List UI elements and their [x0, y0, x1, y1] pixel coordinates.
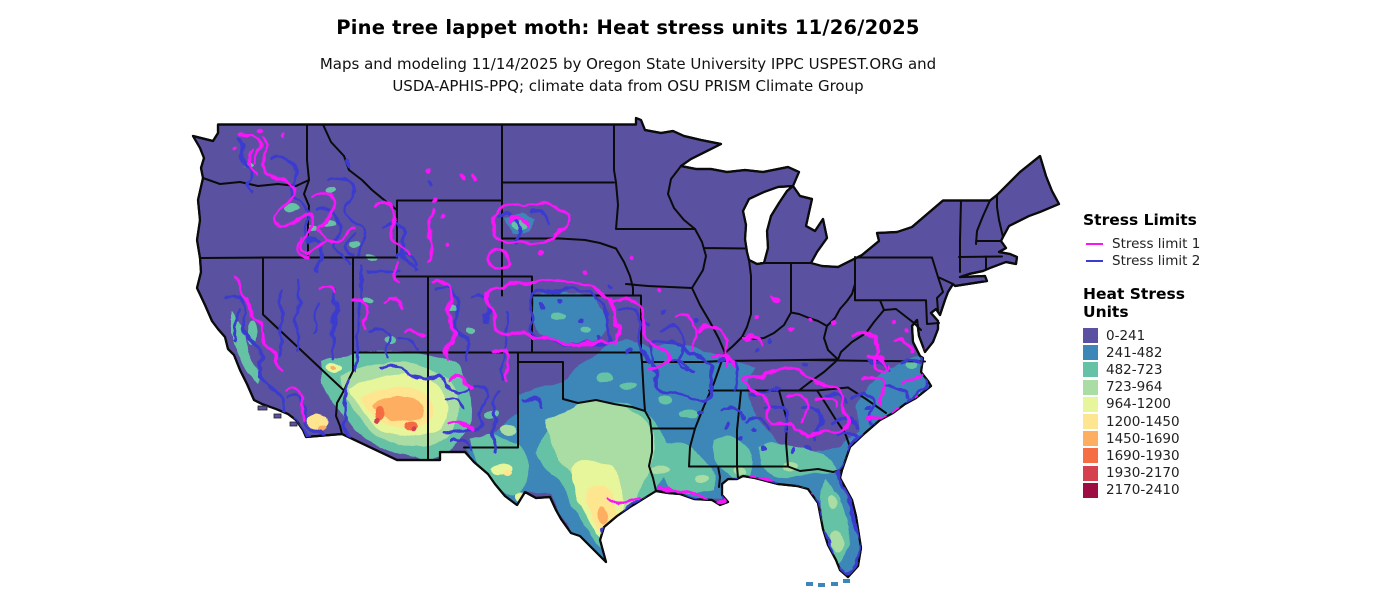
heat-stress-bin-row: 723-964	[1083, 379, 1333, 396]
heat-stress-bin-row: 1200-1450	[1083, 413, 1333, 430]
heat-stress-bin-row: 964-1200	[1083, 396, 1333, 413]
region-1930-2170-spot-2	[410, 427, 416, 433]
stress-limit-1-east	[698, 325, 926, 436]
region-1200-1450-west-texas	[501, 471, 509, 477]
heat-stress-bin-swatch	[1083, 396, 1098, 412]
heat-stress-bin-label: 241-482	[1106, 344, 1163, 361]
heat-stress-bin-row: 2170-2410	[1083, 482, 1333, 499]
heat-stress-bin-row: 241-482	[1083, 344, 1333, 361]
stress-limit-1-west	[230, 132, 512, 432]
heat-stress-bin-row: 1690-1930	[1083, 447, 1333, 464]
stress-limit-row: Stress limit 2	[1083, 252, 1333, 269]
legend: Stress Limits Stress limit 1 Stress limit…	[1083, 211, 1333, 499]
stress-limit-line-sample	[1086, 259, 1103, 262]
heat-stress-bin-label: 1690-1930	[1106, 447, 1180, 464]
heat-stress-bin-swatch	[1083, 345, 1098, 361]
region-482-723-west-texas	[469, 434, 528, 496]
heat-stress-bin-label: 2170-2410	[1106, 482, 1180, 499]
heat-stress-bin-swatch	[1083, 379, 1098, 395]
heat-stress-bin-label: 482-723	[1106, 361, 1163, 378]
region-1450-1690-nevada	[330, 366, 336, 370]
stress-limit-row: Stress limit 1	[1083, 235, 1333, 252]
region-482-723-california-valley	[231, 311, 260, 384]
florida-keys	[806, 579, 850, 587]
heat-stress-bin-label: 964-1200	[1106, 396, 1171, 413]
region-1450-1690-south-texas	[598, 507, 608, 525]
stress-limit-1-contours	[230, 128, 926, 577]
region-1200-1450-south-texas	[584, 483, 616, 534]
us-coastline	[191, 116, 1061, 579]
heat-stress-bin-row: 482-723	[1083, 361, 1333, 378]
heat-stress-bin-label: 1450-1690	[1106, 430, 1180, 447]
channel-islands	[257, 405, 298, 427]
heat-stress-bin-swatch	[1083, 328, 1098, 344]
stress-limit-2-southwest	[343, 308, 544, 458]
region-1930-2170-spot-1	[375, 416, 381, 422]
heat-stress-heading-line2: Units	[1083, 303, 1129, 321]
stress-limit-2-dots	[349, 159, 873, 455]
heat-stress-bin-label: 0-241	[1106, 327, 1146, 344]
stress-limits-heading: Stress Limits	[1083, 211, 1197, 229]
heat-stress-bin-row: 0-241	[1083, 327, 1333, 344]
heat-stress-items: 0-241 241-482 482-723 723-964 964-1200 1200-1…	[1083, 327, 1333, 499]
heat-stress-bin-swatch	[1083, 448, 1098, 464]
heat-stress-heading-line1: Heat Stress	[1083, 285, 1185, 303]
heat-stress-bin-row: 1930-2170	[1083, 465, 1333, 482]
heat-stress-bin-swatch	[1083, 362, 1098, 378]
region-1450-1690-arizona	[372, 395, 422, 422]
heat-stress-bin-swatch	[1083, 431, 1098, 447]
stress-limit-2-west	[224, 138, 420, 438]
header: Pine tree lappet moth: Heat stress units…	[178, 16, 1078, 97]
region-482-723-georgia-panhandle	[758, 442, 839, 477]
region-1450-1690-imperial	[317, 424, 325, 430]
page-title: Pine tree lappet moth: Heat stress units…	[336, 16, 920, 39]
stress-limit-line-sample	[1086, 242, 1103, 245]
heat-stress-bin-label: 723-964	[1106, 379, 1163, 396]
stress-limit-1-plains	[430, 203, 698, 370]
state-borders	[199, 123, 1004, 492]
stress-limit-label: Stress limit 2	[1112, 252, 1201, 269]
heat-stress-bin-label: 1930-2170	[1106, 465, 1180, 482]
heat-stress-bin-swatch	[1083, 414, 1098, 430]
heat-stress-bin-swatch	[1083, 465, 1098, 481]
page-subtitle: Maps and modeling 11/14/2025 by Oregon S…	[178, 53, 1078, 97]
stress-limit-label: Stress limit 1	[1112, 235, 1201, 252]
subtitle-line-2: USDA-APHIS-PPQ; climate data from OSU PR…	[392, 77, 864, 95]
heat-stress-bin-row: 1450-1690	[1083, 430, 1333, 447]
region-1690-1930-colorado-river	[375, 405, 385, 419]
stress-limits-items: Stress limit 1 Stress limit 2	[1083, 235, 1333, 269]
subtitle-line-1: Maps and modeling 11/14/2025 by Oregon S…	[319, 55, 937, 73]
heat-stress-bin-swatch	[1083, 482, 1098, 498]
heat-stress-bin-label: 1200-1450	[1106, 413, 1180, 430]
